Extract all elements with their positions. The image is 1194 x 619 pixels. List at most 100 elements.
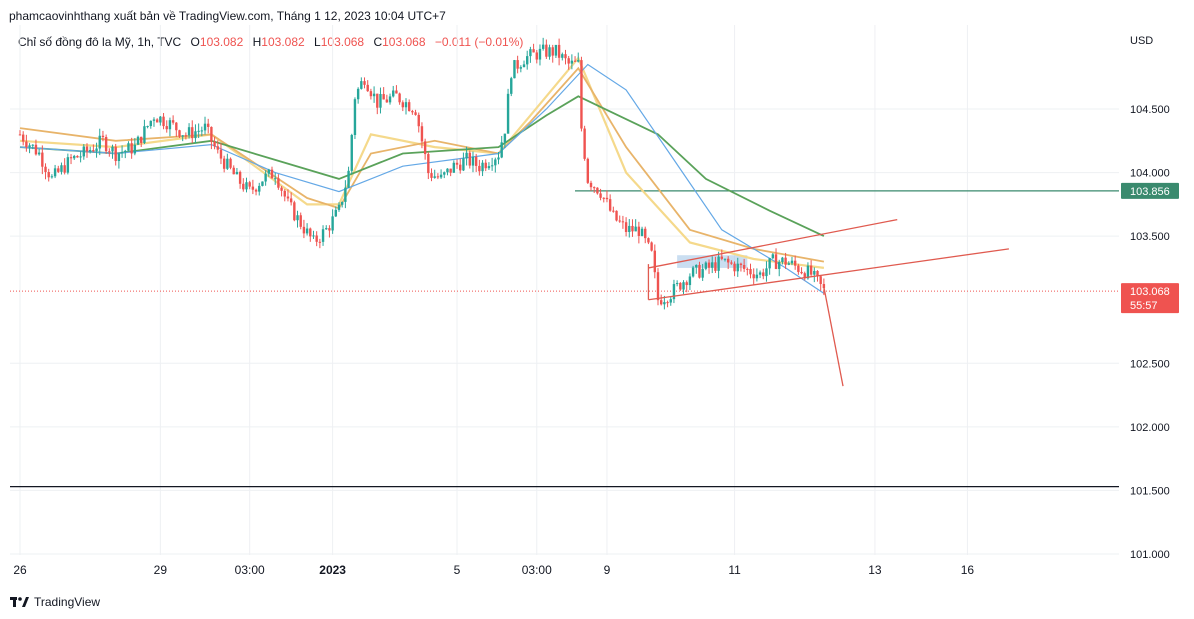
time-tick-label: 03:00 [235, 563, 265, 577]
candle-body [85, 146, 89, 152]
candle-body [372, 93, 376, 97]
candle-body [289, 198, 293, 203]
candle-body [701, 268, 704, 278]
candle-body [178, 130, 181, 137]
close-label: C [373, 35, 383, 49]
candle-body [490, 165, 494, 167]
candle-body [487, 166, 491, 169]
candle-body [691, 267, 695, 277]
candle-body [143, 126, 146, 143]
candle-body [245, 182, 248, 190]
candle-body [50, 176, 54, 178]
candle-body [535, 52, 538, 60]
candle-body [749, 269, 752, 275]
candle-body [95, 148, 98, 152]
candle-body [663, 302, 666, 305]
candle-body [822, 284, 826, 289]
candle-body [717, 256, 720, 271]
candle-body [28, 145, 31, 148]
candle-body [407, 102, 411, 112]
candle-body [417, 114, 420, 127]
candle-body [739, 263, 743, 266]
candle-body [816, 270, 819, 277]
price-tick-label: 102.000 [1130, 422, 1170, 434]
candle-body [573, 60, 577, 62]
candle-body [66, 157, 70, 173]
candle-body [171, 120, 175, 123]
low-value: 103.068 [320, 35, 365, 49]
candle-body [666, 302, 669, 304]
candle-body [650, 242, 653, 251]
candle-body [675, 282, 679, 285]
symbol-name[interactable]: Chỉ số đồng đô la Mỹ, 1h, TVC [18, 35, 182, 49]
candle-body [494, 159, 497, 166]
candle-body [532, 49, 535, 53]
candle-body [73, 155, 76, 159]
candle-body [21, 134, 25, 142]
candle-body [688, 276, 692, 286]
time-axis: 26 29 03:00 2023 5 03:00 9 11 13 16 [13, 563, 974, 577]
candle-body [624, 222, 628, 232]
tradingview-brand[interactable]: TradingView [10, 595, 100, 609]
candle-body [344, 187, 347, 202]
candle-body [704, 262, 708, 269]
candle-body [577, 60, 580, 62]
candle-body [698, 264, 701, 278]
candle-body [98, 135, 101, 149]
candle-body [347, 170, 350, 188]
candle-body [806, 265, 810, 279]
candle-body [746, 268, 749, 270]
candle-body [219, 149, 223, 159]
candle-body [634, 226, 637, 232]
candle-body [730, 262, 733, 264]
candle-body [108, 151, 111, 153]
candle-body [187, 127, 191, 136]
candle-body [280, 187, 283, 191]
candle-body [270, 169, 274, 179]
candle-body [140, 136, 143, 143]
candle-body [707, 262, 711, 268]
candle-body [433, 176, 436, 178]
candle-body [366, 84, 369, 92]
candle-body [124, 150, 127, 153]
candle-body [385, 99, 389, 103]
candle-body [31, 144, 34, 146]
candle-body [203, 123, 207, 131]
candle-body [286, 196, 290, 199]
candle-body [618, 220, 621, 222]
candle-body [379, 94, 382, 108]
candle-body [261, 181, 264, 186]
candle-body [207, 123, 210, 127]
candle-body [149, 120, 152, 127]
candle-body [443, 172, 446, 175]
candle-body [682, 282, 685, 290]
candle-body [695, 264, 698, 268]
ema-line-ema_blue [19, 63, 825, 294]
price-label-text: 103.856 [1130, 186, 1170, 198]
price-labels: 103.856 103.068 55:57 [1121, 182, 1179, 314]
candle-body [254, 189, 258, 192]
candle-body [561, 54, 564, 58]
candle-body [318, 241, 322, 243]
candle-body [235, 171, 239, 175]
close-value: 103.068 [382, 35, 426, 49]
candle-body [589, 182, 593, 188]
candle-body [25, 141, 28, 148]
candle-body [248, 182, 251, 187]
candle-body [621, 221, 625, 223]
candle-body [519, 67, 523, 69]
candle-body [564, 54, 567, 59]
candle-body [63, 165, 66, 173]
candle-body [340, 201, 344, 205]
brand-name: TradingView [34, 595, 101, 609]
candle-body [88, 150, 92, 152]
candle-body [53, 168, 57, 177]
currency-label[interactable]: USD [1130, 35, 1154, 47]
candle-body [37, 152, 41, 155]
candle-body [369, 91, 373, 97]
price-levels [10, 190, 1119, 488]
candle-body [596, 187, 599, 194]
candle-body [267, 169, 271, 174]
candle-body [309, 228, 312, 237]
